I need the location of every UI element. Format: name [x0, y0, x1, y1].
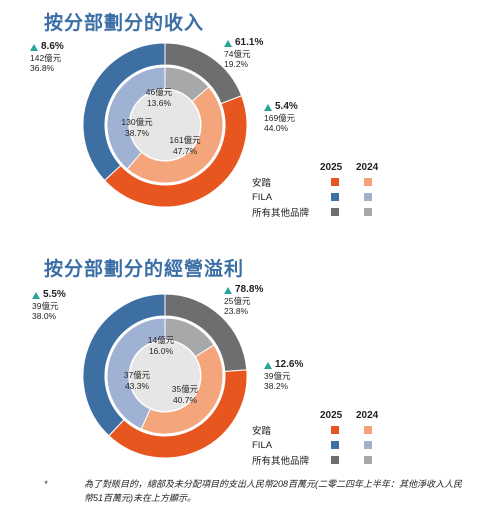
revenue-donut-center	[130, 90, 200, 160]
revenue-label-fila-2024-amount: 130億元	[121, 117, 153, 127]
profit-donut-center	[130, 341, 200, 411]
change-label: 8.6%	[41, 41, 64, 52]
revenue-legend: 2025 2024 安踏 FILA 所有其他品牌	[252, 162, 432, 222]
revenue-label-others-2024-amount: 46億元	[146, 87, 173, 97]
share-label: 44.0%	[264, 123, 289, 133]
legend-swatch-others-2024	[364, 456, 372, 464]
legend-label-others: 所有其他品牌	[252, 208, 310, 219]
revenue-slice-fila-2024	[106, 66, 166, 170]
change-label: 5.4%	[275, 101, 298, 112]
operating-profit-legend: 2025 2024 安踏 FILA 所有其他品牌	[252, 410, 432, 470]
revenue-slice-fila-2025	[82, 42, 166, 182]
legend-swatch-fila-2024	[364, 441, 372, 449]
revenue-label-fila-2024-share: 38.7%	[125, 128, 150, 138]
others-2025-profit-annotation: 78.8% 25億元 23.8%	[224, 284, 264, 317]
legend-year-2024: 2024	[356, 410, 379, 421]
anta-2025-profit-annotation: 12.6% 39億元 38.2%	[264, 359, 304, 392]
fila-2025-revenue-annotation: 8.6% 142億元 36.8%	[30, 41, 64, 74]
up-arrow-icon	[264, 103, 272, 111]
legend-swatch-anta-2024	[364, 426, 372, 434]
legend-label-fila: FILA	[252, 191, 273, 203]
legend-swatch-fila-2024	[364, 193, 372, 201]
revenue-label-anta-2024-share: 47.7%	[173, 146, 198, 156]
legend-swatch-anta-2025	[331, 178, 339, 186]
legend-swatch-others-2024	[364, 208, 372, 216]
amount-label: 39億元	[32, 300, 59, 311]
legend-year-2025: 2025	[320, 410, 343, 421]
share-label: 36.8%	[30, 63, 55, 73]
legend-swatch-anta-2025	[331, 426, 339, 434]
legend-label-anta: 安踏	[252, 426, 272, 437]
up-arrow-icon	[264, 361, 272, 369]
revenue-label-anta-2024-amount: 161億元	[169, 135, 201, 145]
revenue-slice-anta-2024	[126, 86, 224, 184]
change-label: 61.1%	[235, 37, 264, 48]
footnote-text: 為了對賬目的，總部及未分配項目的支出人民幣208百萬元(二零二四年上半年：其他淨…	[84, 479, 463, 503]
legend-swatch-others-2025	[331, 456, 339, 464]
revenue-slice-anta-2025	[103, 95, 248, 208]
others-2025-revenue-annotation: 61.1% 74億元 19.2%	[224, 37, 264, 70]
legend-swatch-fila-2025	[331, 441, 339, 449]
up-arrow-icon	[32, 291, 40, 299]
legend-label-anta: 安踏	[252, 178, 272, 189]
change-label: 12.6%	[275, 359, 304, 370]
legend-label-fila: FILA	[252, 439, 273, 451]
amount-label: 74億元	[224, 48, 251, 59]
profit-label-others-2024-share: 16.0%	[149, 346, 174, 356]
chart-title-operating-profit: 按分部劃分的經營溢利	[44, 258, 245, 280]
change-label: 78.8%	[235, 284, 264, 295]
amount-label: 142億元	[30, 52, 62, 63]
share-label: 23.8%	[224, 306, 249, 316]
amount-label: 169億元	[264, 112, 296, 123]
revenue-label-others-2024-share: 13.6%	[147, 98, 172, 108]
legend-swatch-fila-2025	[331, 193, 339, 201]
legend-swatch-anta-2024	[364, 178, 372, 186]
fila-2025-profit-annotation: 5.5% 39億元 38.0%	[32, 289, 66, 322]
profit-slice-fila-2025	[82, 293, 166, 437]
profit-label-anta-2024-share: 40.7%	[173, 395, 198, 405]
amount-label: 39億元	[264, 370, 291, 381]
profit-slice-anta-2024	[140, 344, 224, 435]
profit-label-fila-2024-amount: 37億元	[124, 370, 151, 380]
legend-year-2025: 2025	[320, 162, 343, 173]
profit-label-anta-2024-amount: 35億元	[172, 384, 199, 394]
share-label: 38.0%	[32, 311, 57, 321]
chart-title-revenue: 按分部劃分的收入	[44, 12, 205, 34]
up-arrow-icon	[224, 39, 232, 47]
legend-year-2024: 2024	[356, 162, 379, 173]
profit-label-fila-2024-share: 43.3%	[125, 381, 150, 391]
footnote-mark: *	[44, 479, 48, 489]
legend-label-others: 所有其他品牌	[252, 456, 310, 467]
up-arrow-icon	[224, 286, 232, 294]
profit-slice-fila-2024	[106, 317, 166, 430]
anta-2025-revenue-annotation: 5.4% 169億元 44.0%	[264, 101, 298, 134]
change-label: 5.5%	[43, 289, 66, 300]
profit-label-others-2024-amount: 14億元	[148, 335, 175, 345]
legend-swatch-others-2025	[331, 208, 339, 216]
share-label: 38.2%	[264, 381, 289, 391]
amount-label: 25億元	[224, 295, 251, 306]
share-label: 19.2%	[224, 59, 249, 69]
up-arrow-icon	[30, 43, 38, 51]
